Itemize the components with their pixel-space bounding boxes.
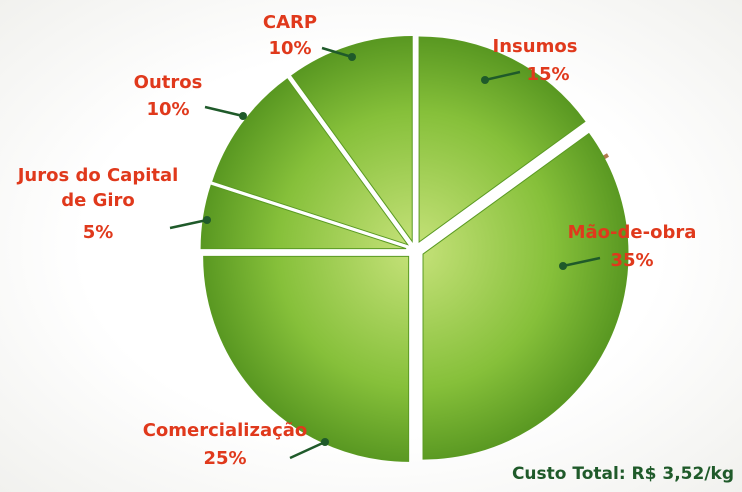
leader-dot: [203, 216, 211, 224]
leader-line: [289, 440, 326, 460]
leader-line: [321, 46, 353, 59]
pie-slice: [200, 184, 407, 250]
slice-label: Outros: [133, 72, 203, 93]
slice-label: Insumos: [492, 36, 578, 57]
value-label: 25%: [203, 448, 247, 469]
leader-line: [562, 256, 601, 268]
leader-line: [484, 70, 521, 82]
leader-dot: [348, 53, 356, 61]
leader-line: [169, 218, 208, 230]
slice-label: Juros do Capital de Giro: [17, 165, 179, 211]
leader-line: [204, 105, 244, 118]
leader-dot: [321, 438, 329, 446]
pie-slice: [418, 36, 586, 243]
leader-dot: [481, 76, 489, 84]
leader-dot: [559, 262, 567, 270]
slice-label: Mão-de-obra: [567, 222, 697, 243]
value-label: 10%: [146, 99, 190, 120]
value-label: 35%: [610, 250, 654, 271]
value-label: 10%: [268, 38, 312, 59]
value-label: 5%: [82, 222, 114, 243]
leader-dot: [239, 112, 247, 120]
pie-slice: [422, 132, 629, 460]
slice-label: Comercialização: [142, 420, 308, 441]
total-note: Custo Total: R$ 3,52/kg: [511, 464, 734, 484]
value-label: 15%: [526, 64, 570, 85]
pie-slice: [203, 255, 410, 462]
pie-slice: [291, 35, 413, 243]
slice-label: CARP: [262, 12, 318, 33]
pie-slice: [212, 78, 410, 246]
